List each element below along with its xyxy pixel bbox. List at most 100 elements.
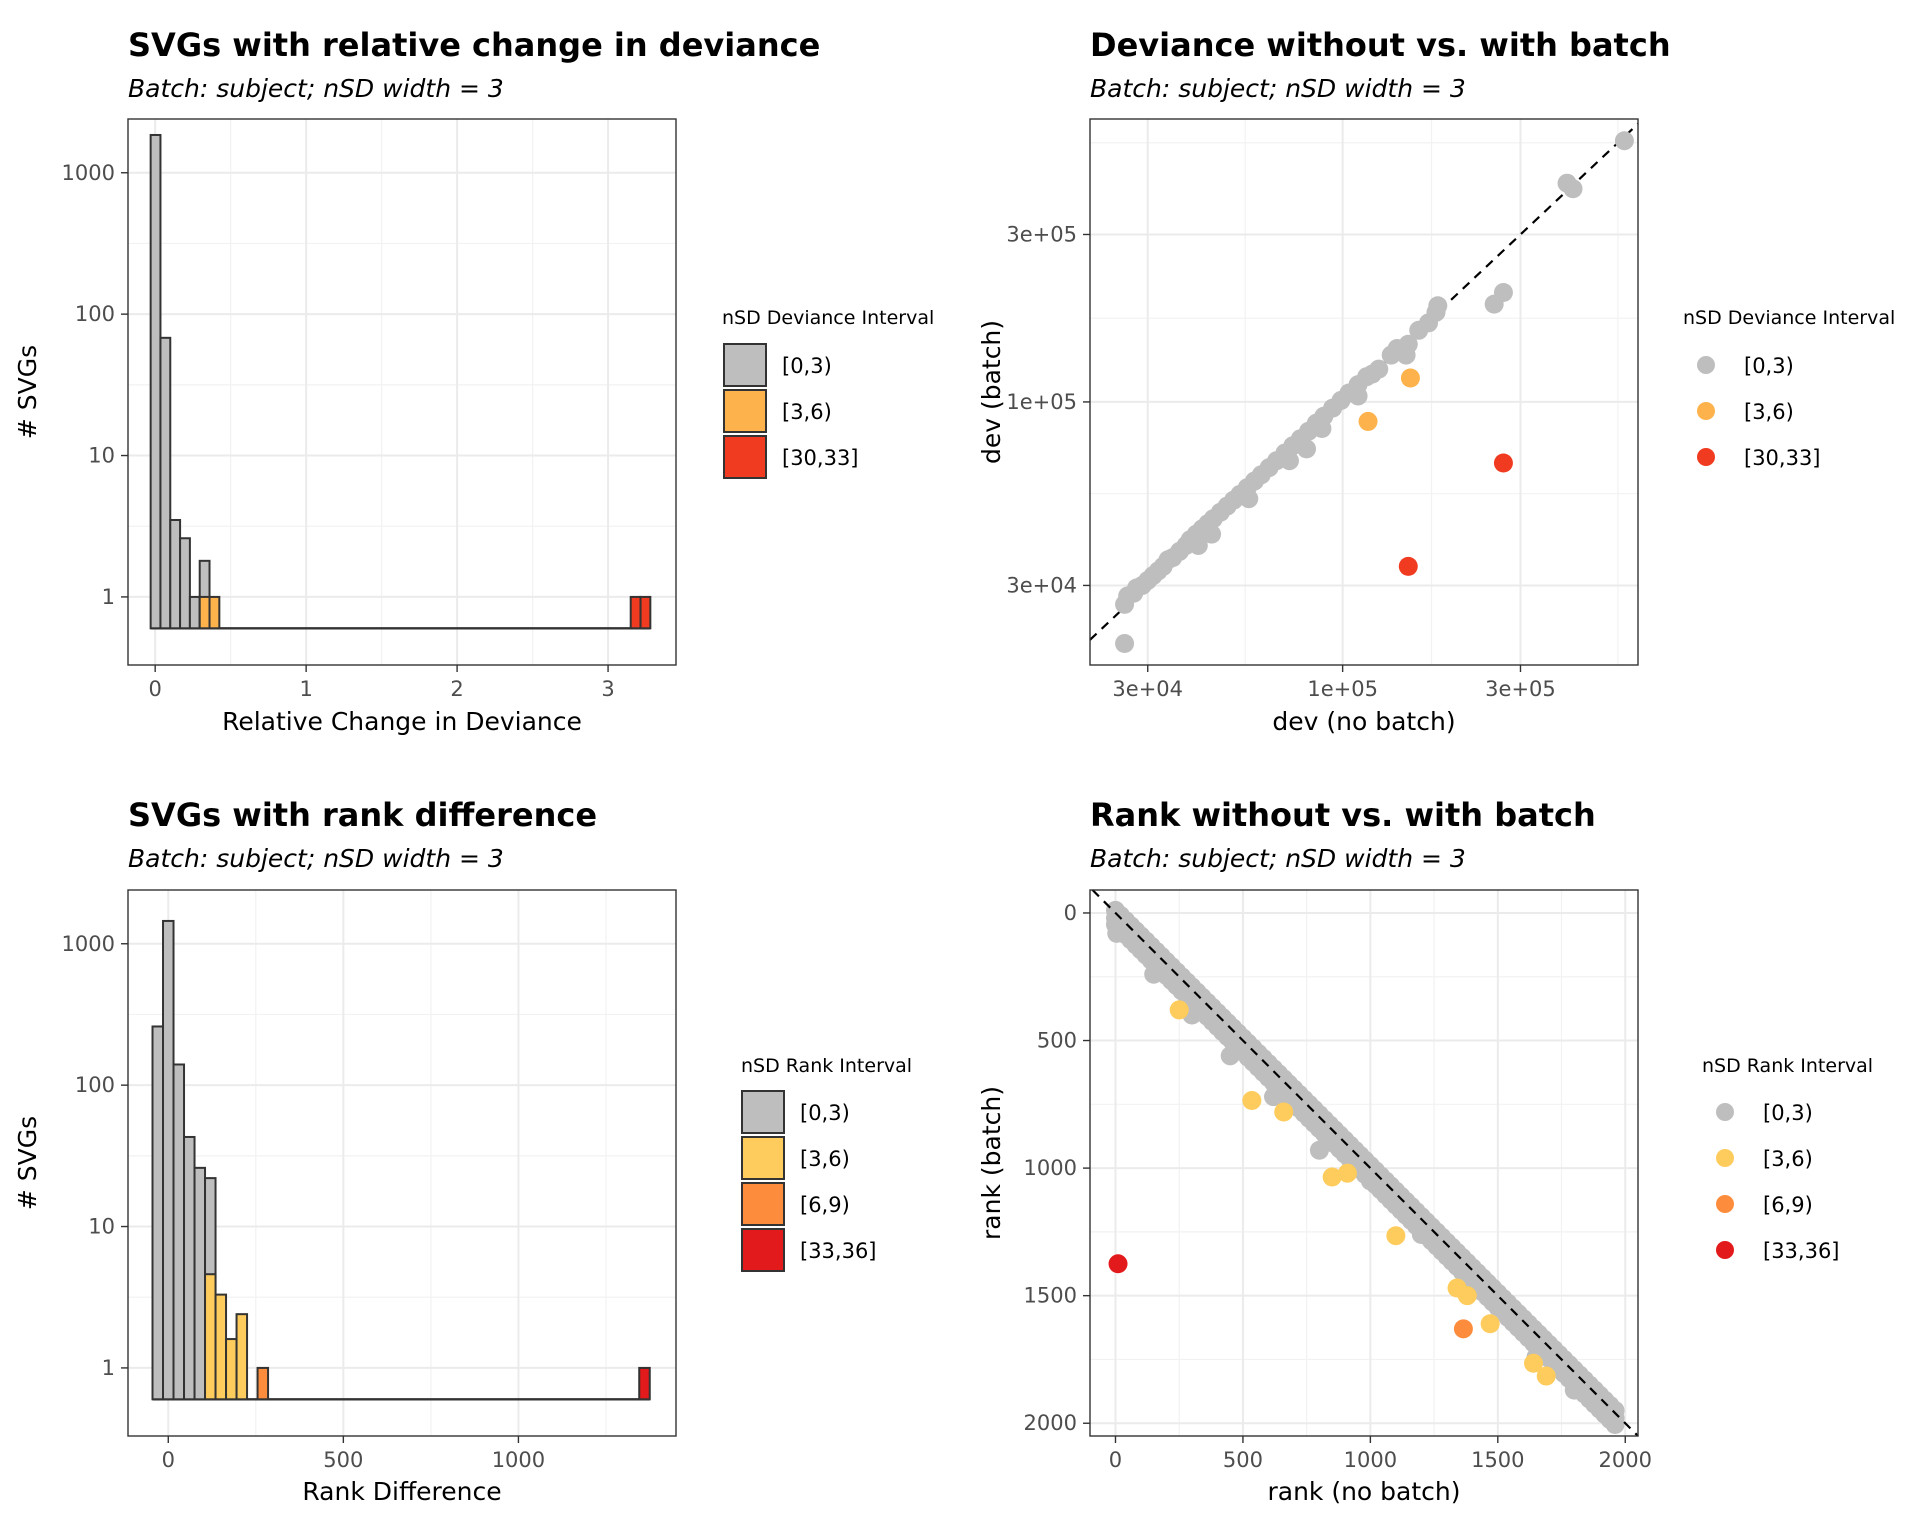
histogram-bar	[208, 595, 221, 630]
legend-dot-6-9	[1716, 1195, 1734, 1213]
panel2-legend-title: nSD Deviance Interval	[1683, 307, 1895, 329]
y-tick-label: 1e+05	[1006, 390, 1077, 414]
scatter-point	[1239, 489, 1259, 509]
y-tick-label: 1	[102, 1356, 115, 1380]
panel2-plot-border	[1089, 118, 1639, 666]
legend-key-0-3	[741, 1090, 785, 1134]
panel4-gridlines	[1090, 890, 1638, 1436]
legend-label-6-9: [6,9)	[1763, 1193, 1813, 1217]
legend-label-30-33: [30,33]	[1744, 446, 1821, 470]
scatter-point	[1480, 1314, 1500, 1334]
scatter-point	[1360, 1171, 1380, 1191]
x-tick-label: 1000	[1344, 1448, 1397, 1472]
histogram-bar	[214, 1293, 228, 1401]
x-tick-label: 500	[323, 1448, 363, 1472]
histogram-bar	[235, 1313, 249, 1401]
scatter-point	[1358, 411, 1378, 431]
histogram-bar	[183, 1135, 196, 1401]
histogram-bar	[169, 518, 182, 630]
scatter-point	[1614, 131, 1634, 151]
scatter-point	[1144, 964, 1164, 984]
x-tick-label: 1000	[492, 1448, 545, 1472]
scatter-point	[1309, 1140, 1329, 1160]
legend-label-30-33: [30,33]	[782, 446, 859, 470]
histogram-bar	[179, 537, 191, 630]
scatter-point	[1348, 386, 1368, 406]
legend-label-3-6: [3,6)	[1763, 1147, 1813, 1171]
histogram-bar	[188, 595, 201, 630]
y-tick-label: 500	[1037, 1029, 1077, 1053]
panel4-points	[1105, 900, 1625, 1435]
scatter-point	[1337, 1163, 1357, 1183]
scatter-point	[1536, 1366, 1556, 1386]
legend-label-3-6: [3,6)	[782, 400, 832, 424]
panel2-legend: nSD Deviance Interval [0,3) [3,6) [30,33…	[1683, 307, 1895, 470]
panel4-plot-border	[1089, 889, 1639, 1437]
panel4-reference-line	[1091, 889, 1639, 1437]
panel1-subtitle: Batch: subject; nSD width = 3	[128, 74, 504, 103]
panel1-legend-title: nSD Deviance Interval	[722, 307, 934, 329]
histogram-bar	[159, 336, 172, 630]
scatter-point	[1105, 900, 1125, 920]
x-tick-label: 0	[162, 1448, 175, 1472]
scatter-point	[1493, 283, 1513, 303]
y-tick-label: 10	[88, 1215, 115, 1239]
legend-label-3-6: [3,6)	[800, 1147, 850, 1171]
legend-label-6-9: [6,9)	[800, 1193, 850, 1217]
legend-key-3-6	[723, 389, 767, 433]
scatter-point	[1564, 1380, 1584, 1400]
histogram-bar	[256, 1366, 270, 1401]
y-tick-label: 10	[88, 444, 115, 468]
scatter-point	[1312, 419, 1332, 439]
x-tick-label: 3	[601, 677, 614, 701]
legend-key-30-33	[723, 435, 767, 479]
panel1-title: SVGs with relative change in deviance	[128, 26, 820, 64]
scatter-point	[1386, 1226, 1406, 1246]
scatter-point	[1563, 179, 1583, 199]
panel3-x-ticks: 0 500 1000	[162, 1436, 545, 1472]
scatter-point	[1322, 1167, 1342, 1187]
panel3-title: SVGs with rank difference	[128, 796, 597, 834]
legend-label-0-3: [0,3)	[1744, 354, 1794, 378]
histogram-bar	[204, 1273, 217, 1401]
identity-dashed-line	[1091, 889, 1639, 1437]
scatter-point	[1428, 296, 1448, 316]
panel3-plot-border	[127, 889, 677, 1437]
scatter-point	[1274, 1102, 1294, 1122]
scatter-point	[1396, 345, 1416, 365]
histogram-bar	[638, 1366, 651, 1401]
histogram-bar	[225, 1338, 238, 1401]
y-tick-label: 1	[102, 585, 115, 609]
panel-rank-difference: SVGs with rank difference Batch: subject…	[13, 796, 912, 1506]
y-tick-label: 3e+04	[1006, 573, 1077, 597]
panel1-x-label: Relative Change in Deviance	[222, 707, 582, 736]
histogram-bar	[193, 1166, 207, 1401]
panel2-x-ticks: 3e+04 1e+05 3e+05	[1112, 665, 1556, 701]
panel2-x-label: dev (no batch)	[1272, 707, 1455, 736]
panel1-legend: nSD Deviance Interval [0,3) [3,6) [30,33…	[722, 307, 934, 479]
legend-dot-30-33	[1697, 448, 1715, 466]
panel4-y-ticks: 0 500 1000 1500 2000	[1024, 901, 1090, 1435]
legend-dot-0-3	[1716, 1103, 1734, 1121]
y-tick-label: 2000	[1024, 1411, 1077, 1435]
panel-rank-scatter: Rank without vs. with batch Batch: subje…	[977, 796, 1873, 1506]
histogram-bar	[639, 595, 652, 630]
panel2-points	[1115, 131, 1634, 653]
scatter-point	[1297, 439, 1317, 459]
x-tick-label: 1e+05	[1307, 677, 1378, 701]
x-tick-label: 1500	[1471, 1448, 1524, 1472]
x-tick-label: 2	[450, 677, 463, 701]
legend-dot-3-6	[1716, 1149, 1734, 1167]
scatter-point	[1107, 923, 1127, 943]
legend-label-33-36: [33,36]	[1763, 1239, 1840, 1263]
y-tick-label: 100	[75, 1073, 115, 1097]
scatter-point	[1453, 1319, 1473, 1339]
y-tick-label: 1000	[62, 161, 115, 185]
panel4-x-ticks: 0 500 1000 1500 2000	[1109, 1436, 1652, 1472]
panel2-title: Deviance without vs. with batch	[1090, 26, 1671, 64]
histogram-bar	[172, 1063, 186, 1401]
legend-label-33-36: [33,36]	[800, 1239, 877, 1263]
scatter-point	[1493, 453, 1513, 473]
legend-dot-0-3	[1697, 356, 1715, 374]
